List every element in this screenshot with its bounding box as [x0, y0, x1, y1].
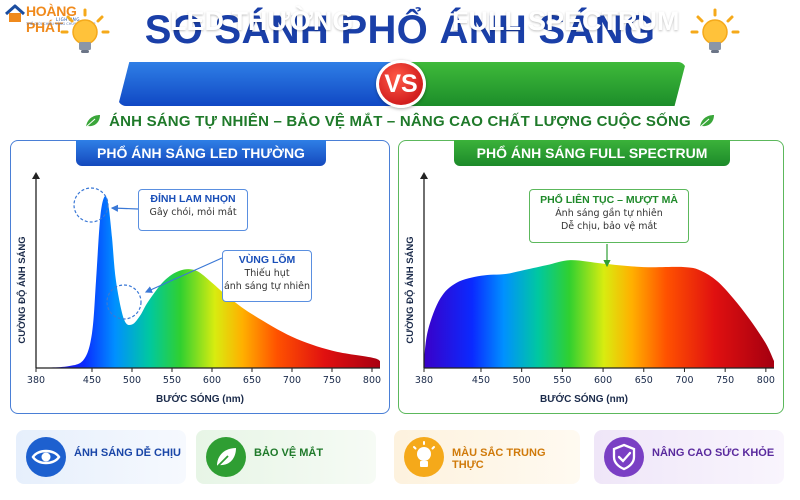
full-x-axis-label: BƯỚC SÓNG (nm): [540, 392, 628, 405]
led-x-tick-label: 700: [283, 375, 301, 386]
feature-label: MÀU SẮC TRUNG THỰC: [452, 447, 546, 471]
feature-comfortable-light: ÁNH SÁNG DỄ CHỊU: [16, 430, 186, 484]
full-annotation-title: PHỔ LIÊN TỤC – MƯỢT MÀ: [540, 194, 678, 206]
full-annotation-text2: Dễ chịu, bảo vệ mắt: [560, 221, 658, 232]
full-y-axis-label: CƯỜNG ĐỘ ÁNH SÁNG: [404, 236, 416, 343]
full-x-tick-label: 700: [675, 375, 693, 386]
led-x-tick-label: 380: [27, 375, 45, 386]
logo-tagline: THẾ GIỚI CHIẾU SÁNG CHUYÊN NGHIỆP: [26, 22, 96, 26]
full-x-tick-label: 800: [757, 375, 775, 386]
full-x-tick-label: 600: [594, 375, 612, 386]
led-x-tick-label: 800: [363, 375, 381, 386]
peak-pointer-arrow: [110, 204, 139, 212]
subtitle-text: ÁNH SÁNG TỰ NHIÊN – BẢO VỆ MẮT – NÂNG CA…: [109, 113, 691, 130]
led-x-tick-label: 500: [123, 375, 141, 386]
leaf-icon: [85, 115, 100, 128]
full-chart-title: PHỔ ÁNH SÁNG FULL SPECTRUM: [454, 140, 730, 166]
house-icon: [5, 4, 25, 22]
brand-logo: HOÀNG PHÁT LIGHTING THẾ GIỚI CHIẾU SÁNG …: [4, 3, 114, 35]
peak-annotation: ĐỈNH LAM NHỌN Gây chói, mỏi mắt: [138, 189, 248, 231]
dip-annotation-text: Thiếu hụt: [244, 268, 290, 279]
feature-label: BẢO VỆ MẮT: [254, 447, 324, 459]
feature-label: ÁNH SÁNG DỄ CHỊU: [74, 447, 181, 459]
led-y-axis-label: CƯỜNG ĐỘ ÁNH SÁNG: [16, 236, 28, 343]
logo-sub: LIGHTING: [56, 17, 81, 22]
page-title: SO SÁNH PHỔ ÁNH SÁNG: [144, 8, 656, 52]
dip-highlight-circle: [106, 284, 142, 320]
peak-highlight-circle: [73, 187, 109, 223]
full-x-tick-label: 500: [513, 375, 531, 386]
feature-true-color: MÀU SẮC TRUNG THỰC: [394, 430, 580, 484]
lightbulb-icon: [404, 437, 444, 477]
full-annotation-text: Ánh sáng gần tự nhiên: [555, 208, 663, 219]
lightbulb-icon: [60, 8, 110, 53]
logo-name: HOÀNG PHÁT: [26, 3, 77, 35]
shield-check-icon: [604, 437, 644, 477]
feature-health: NÂNG CAO SỨC KHỎE: [594, 430, 784, 484]
full-y-axis-arrow: [420, 172, 428, 179]
led-chart-title: PHỔ ÁNH SÁNG LED THƯỜNG: [76, 140, 326, 166]
full-x-tick-label: 550: [553, 375, 571, 386]
full-x-tick-label: 380: [415, 375, 433, 386]
led-x-tick-label: 450: [83, 375, 101, 386]
leaf-icon: [699, 115, 715, 128]
dip-annotation-text2: ánh sáng tự nhiên: [223, 281, 311, 292]
dip-pointer-arrow: [144, 257, 223, 293]
led-y-axis-arrow: [32, 172, 40, 179]
feature-label: NÂNG CAO SỨC KHỎE: [652, 447, 775, 459]
full-x-tick-label: 450: [472, 375, 490, 386]
led-x-tick-label: 650: [243, 375, 261, 386]
led-x-tick-label: 550: [163, 375, 181, 386]
subtitle: ÁNH SÁNG TỰ NHIÊN – BẢO VỆ MẮT – NÂNG CA…: [0, 113, 800, 130]
full-spectrum-area: [424, 260, 774, 368]
eye-icon: [26, 437, 66, 477]
full-annotation: PHỔ LIÊN TỤC – MƯỢT MÀ Ánh sáng gần tự n…: [529, 189, 689, 243]
feature-eye-protection: BẢO VỆ MẮT: [196, 430, 376, 484]
led-spectrum-panel: PHỔ ÁNH SÁNG LED THƯỜNG: [10, 140, 390, 414]
banner-led-label: LED THƯỜNG: [170, 6, 354, 36]
leaf-icon: [206, 437, 246, 477]
full-x-tick-label: 650: [635, 375, 653, 386]
vs-badge: VS: [376, 60, 426, 108]
dip-annotation-title: VÙNG LÕM: [238, 254, 296, 266]
led-spectrum-area: [36, 196, 380, 368]
dip-annotation: VÙNG LÕM Thiếu hụt ánh sáng tự nhiên: [222, 250, 312, 302]
led-x-tick-label: 600: [203, 375, 221, 386]
banner-right-bg: [400, 62, 686, 106]
banner-left-bg: [118, 62, 400, 106]
banner-full-spectrum-label: FULL SPECTRUM: [452, 6, 680, 36]
lightbulb-icon: [690, 8, 740, 53]
led-x-tick-label: 750: [323, 375, 341, 386]
peak-annotation-title: ĐỈNH LAM NHỌN: [150, 193, 236, 205]
led-x-axis-label: BƯỚC SÓNG (nm): [156, 392, 244, 405]
peak-annotation-text: Gây chói, mỏi mắt: [149, 207, 237, 218]
full-spectrum-panel: PHỔ ÁNH SÁNG FULL SPECTRUM: [398, 140, 784, 414]
full-x-tick-label: 750: [716, 375, 734, 386]
